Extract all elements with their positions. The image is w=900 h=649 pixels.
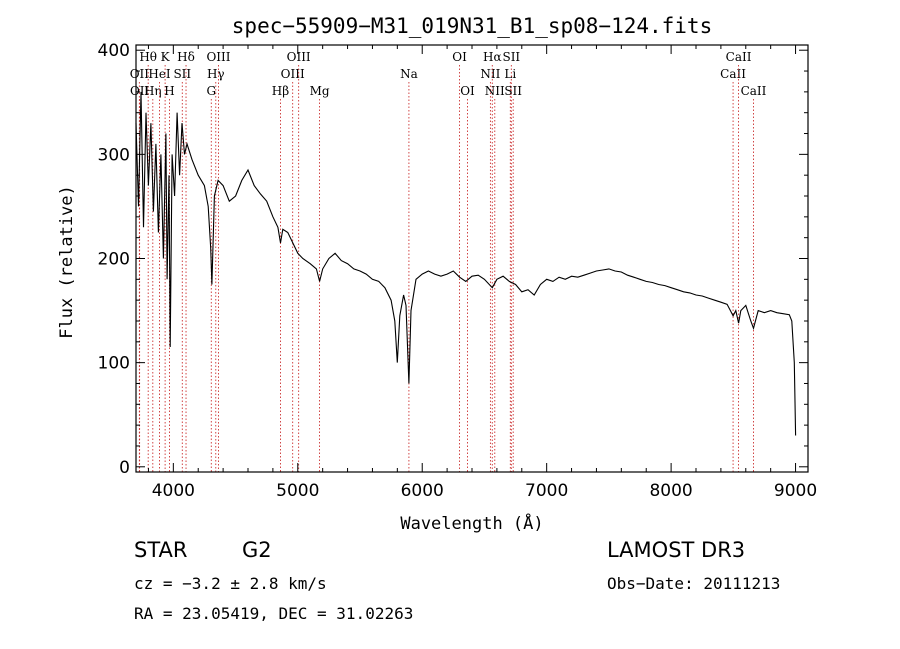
y-tick-label: 300 xyxy=(98,145,130,165)
line-marker-label: Hγ xyxy=(207,67,225,81)
y-tick-label: 400 xyxy=(98,41,130,61)
line-marker-label: OIII xyxy=(287,50,311,64)
y-tick-label: 0 xyxy=(119,458,130,478)
y-tick-label: 100 xyxy=(98,354,130,374)
line-marker-label: HeI xyxy=(148,67,171,81)
line-marker-label: Na xyxy=(400,67,418,81)
spectrum-line xyxy=(135,91,797,436)
x-tick-label: 5000 xyxy=(276,481,319,501)
line-marker-label: Hα xyxy=(483,50,502,64)
y-tick-label: 200 xyxy=(98,250,130,270)
line-marker-label: OIII xyxy=(206,50,230,64)
x-tick-label: 9000 xyxy=(774,481,817,501)
line-marker-label: NII xyxy=(485,84,505,98)
line-marker-label: Hη xyxy=(144,84,162,98)
line-marker-label: Hδ xyxy=(177,50,195,64)
subclass: G2 xyxy=(242,538,272,562)
x-tick-label: 6000 xyxy=(401,481,444,501)
line-marker-label: K xyxy=(161,50,171,64)
line-marker-label: OII xyxy=(130,67,150,81)
line-marker-label: Hβ xyxy=(272,84,289,98)
plot-frame xyxy=(135,44,809,473)
line-marker-label: OIII xyxy=(281,67,305,81)
line-marker-label: CaII xyxy=(726,50,752,64)
line-marker-label: SII xyxy=(173,67,191,81)
obs-date: Obs−Date: 20111213 xyxy=(607,574,781,593)
chart-title: spec−55909−M31_019N31_B1_sp08−124.fits xyxy=(232,14,712,38)
line-marker-label: SII xyxy=(502,50,520,64)
line-marker-label: Li xyxy=(504,67,516,81)
coordinates: RA = 23.05419, DEC = 31.02263 xyxy=(134,604,414,623)
x-tick-label: 4000 xyxy=(152,481,195,501)
line-marker-label: OI xyxy=(452,50,467,64)
x-axis-label: Wavelength (Å) xyxy=(400,512,543,534)
line-marker-label: H xyxy=(164,84,174,98)
x-tick-label: 8000 xyxy=(649,481,692,501)
line-marker-label: Hθ xyxy=(139,50,157,64)
line-marker-label: CaII xyxy=(741,84,767,98)
object-class: STAR xyxy=(134,538,188,562)
axis-ticks: 4000 5000 6000 7000 8000 9000 0 100 200 300 400 xyxy=(98,41,818,501)
line-marker-label: G xyxy=(206,84,216,98)
y-axis-label: Flux (relative) xyxy=(57,185,77,339)
line-marker-label: Mg xyxy=(310,84,330,98)
line-marker-label: SII xyxy=(504,84,522,98)
line-marker-label: NII xyxy=(480,67,500,81)
redshift-cz: cz = −3.2 ± 2.8 km/s xyxy=(134,574,327,593)
line-marker-label: CaII xyxy=(720,67,746,81)
line-marker-label: OI xyxy=(460,84,475,98)
x-tick-label: 7000 xyxy=(525,481,568,501)
survey-name: LAMOST DR3 xyxy=(607,538,746,562)
line-markers: HθOIIOIIHηHeIKHSIIHδGHγOIIIHβOIIIOIIIMgN… xyxy=(130,50,767,472)
line-marker-label: OII xyxy=(130,84,150,98)
